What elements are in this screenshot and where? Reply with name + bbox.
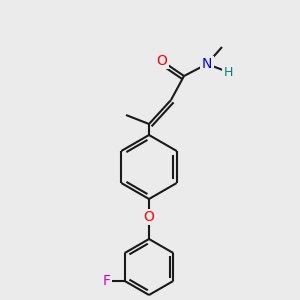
Text: H: H bbox=[223, 65, 233, 79]
Text: N: N bbox=[202, 57, 212, 71]
Text: O: O bbox=[157, 54, 167, 68]
Text: O: O bbox=[144, 210, 154, 224]
Text: F: F bbox=[103, 274, 111, 288]
